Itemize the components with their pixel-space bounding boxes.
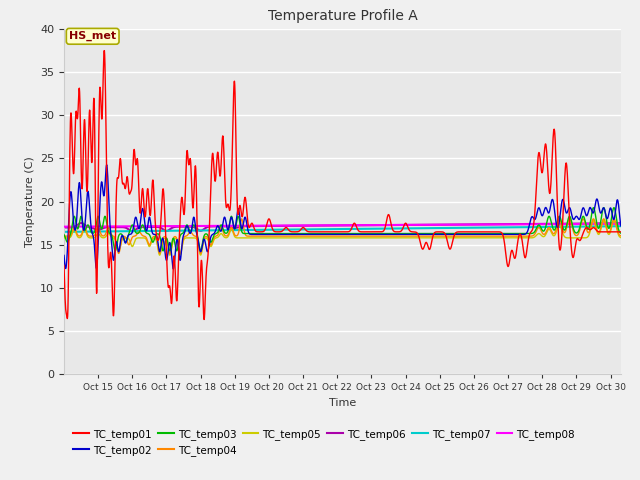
TC_temp08 [331,222,339,228]
TC_temp01 [601,229,609,235]
TC_temp06 [332,223,339,228]
TC_temp03 [601,208,609,214]
Y-axis label: Temperature (C): Temperature (C) [24,156,35,247]
TC_temp02 [617,223,625,228]
TC_temp06 [602,220,609,226]
TC_temp01 [602,229,609,235]
TC_temp02 [170,266,177,272]
TC_temp05 [499,235,506,241]
TC_temp08 [499,222,506,228]
TC_temp05 [331,235,339,241]
TC_temp02 [317,231,324,237]
TC_temp05 [88,235,96,241]
TC_temp04 [60,233,68,239]
TC_temp01 [499,232,507,238]
Line: TC_temp07: TC_temp07 [64,226,621,232]
TC_temp05 [316,235,324,241]
TC_temp02 [601,208,609,214]
TC_temp07 [60,229,68,235]
TC_temp01 [617,229,625,235]
Line: TC_temp05: TC_temp05 [64,221,621,255]
TC_temp07 [600,224,608,229]
TC_temp08 [600,221,608,227]
TC_temp03 [88,230,96,236]
TC_temp04 [601,218,609,224]
TC_temp01 [88,147,96,153]
TC_temp05 [60,235,68,241]
TC_temp01 [332,229,339,235]
TC_temp04 [617,233,625,239]
TC_temp04 [602,219,609,225]
TC_temp08 [601,221,609,227]
TC_temp07 [499,225,506,230]
TC_temp08 [617,221,625,227]
TC_temp01 [60,263,68,268]
TC_temp06 [129,228,136,234]
TC_temp07 [601,224,609,229]
TC_temp06 [317,223,324,228]
TC_temp08 [316,223,324,228]
TC_temp07 [316,227,324,232]
TC_temp03 [316,231,324,237]
Title: Temperature Profile A: Temperature Profile A [268,10,417,24]
TC_temp03 [617,230,625,236]
TC_temp03 [602,209,609,215]
TC_temp02 [60,252,68,258]
Text: HS_met: HS_met [69,31,116,41]
TC_temp07 [331,226,339,232]
TC_temp02 [602,209,609,215]
Line: TC_temp08: TC_temp08 [64,224,621,227]
TC_temp04 [316,233,324,239]
TC_temp02 [88,231,96,237]
TC_temp05 [617,235,625,240]
TC_temp05 [589,218,597,224]
TC_temp05 [602,221,609,227]
Line: TC_temp04: TC_temp04 [64,219,621,253]
TC_temp02 [103,162,111,168]
TC_temp06 [60,225,68,230]
TC_temp06 [601,220,609,226]
TC_temp06 [77,220,85,226]
Legend: TC_temp01, TC_temp02, TC_temp03, TC_temp04, TC_temp05, TC_temp06, TC_temp07, TC_: TC_temp01, TC_temp02, TC_temp03, TC_temp… [69,424,579,460]
TC_temp04 [589,216,597,222]
TC_temp08 [88,224,96,229]
TC_temp04 [88,233,96,239]
TC_temp05 [601,220,609,226]
TC_temp04 [176,251,184,256]
TC_temp03 [331,231,339,237]
Line: TC_temp02: TC_temp02 [64,165,621,269]
Line: TC_temp01: TC_temp01 [64,50,621,320]
TC_temp04 [499,233,506,239]
TC_temp01 [317,229,324,235]
TC_temp07 [88,228,96,234]
TC_temp03 [166,248,173,254]
TC_temp06 [89,225,97,231]
TC_temp02 [499,231,507,237]
Line: TC_temp06: TC_temp06 [64,223,621,231]
TC_temp06 [499,221,507,227]
Line: TC_temp03: TC_temp03 [64,208,621,251]
TC_temp03 [589,205,597,211]
X-axis label: Time: Time [329,398,356,408]
TC_temp02 [332,231,339,237]
TC_temp03 [499,231,506,237]
TC_temp03 [60,232,68,238]
TC_temp07 [617,223,625,229]
TC_temp05 [176,252,184,258]
TC_temp04 [331,233,339,239]
TC_temp01 [100,48,108,53]
TC_temp06 [617,220,625,226]
TC_temp08 [60,224,68,229]
TC_temp01 [200,317,208,323]
